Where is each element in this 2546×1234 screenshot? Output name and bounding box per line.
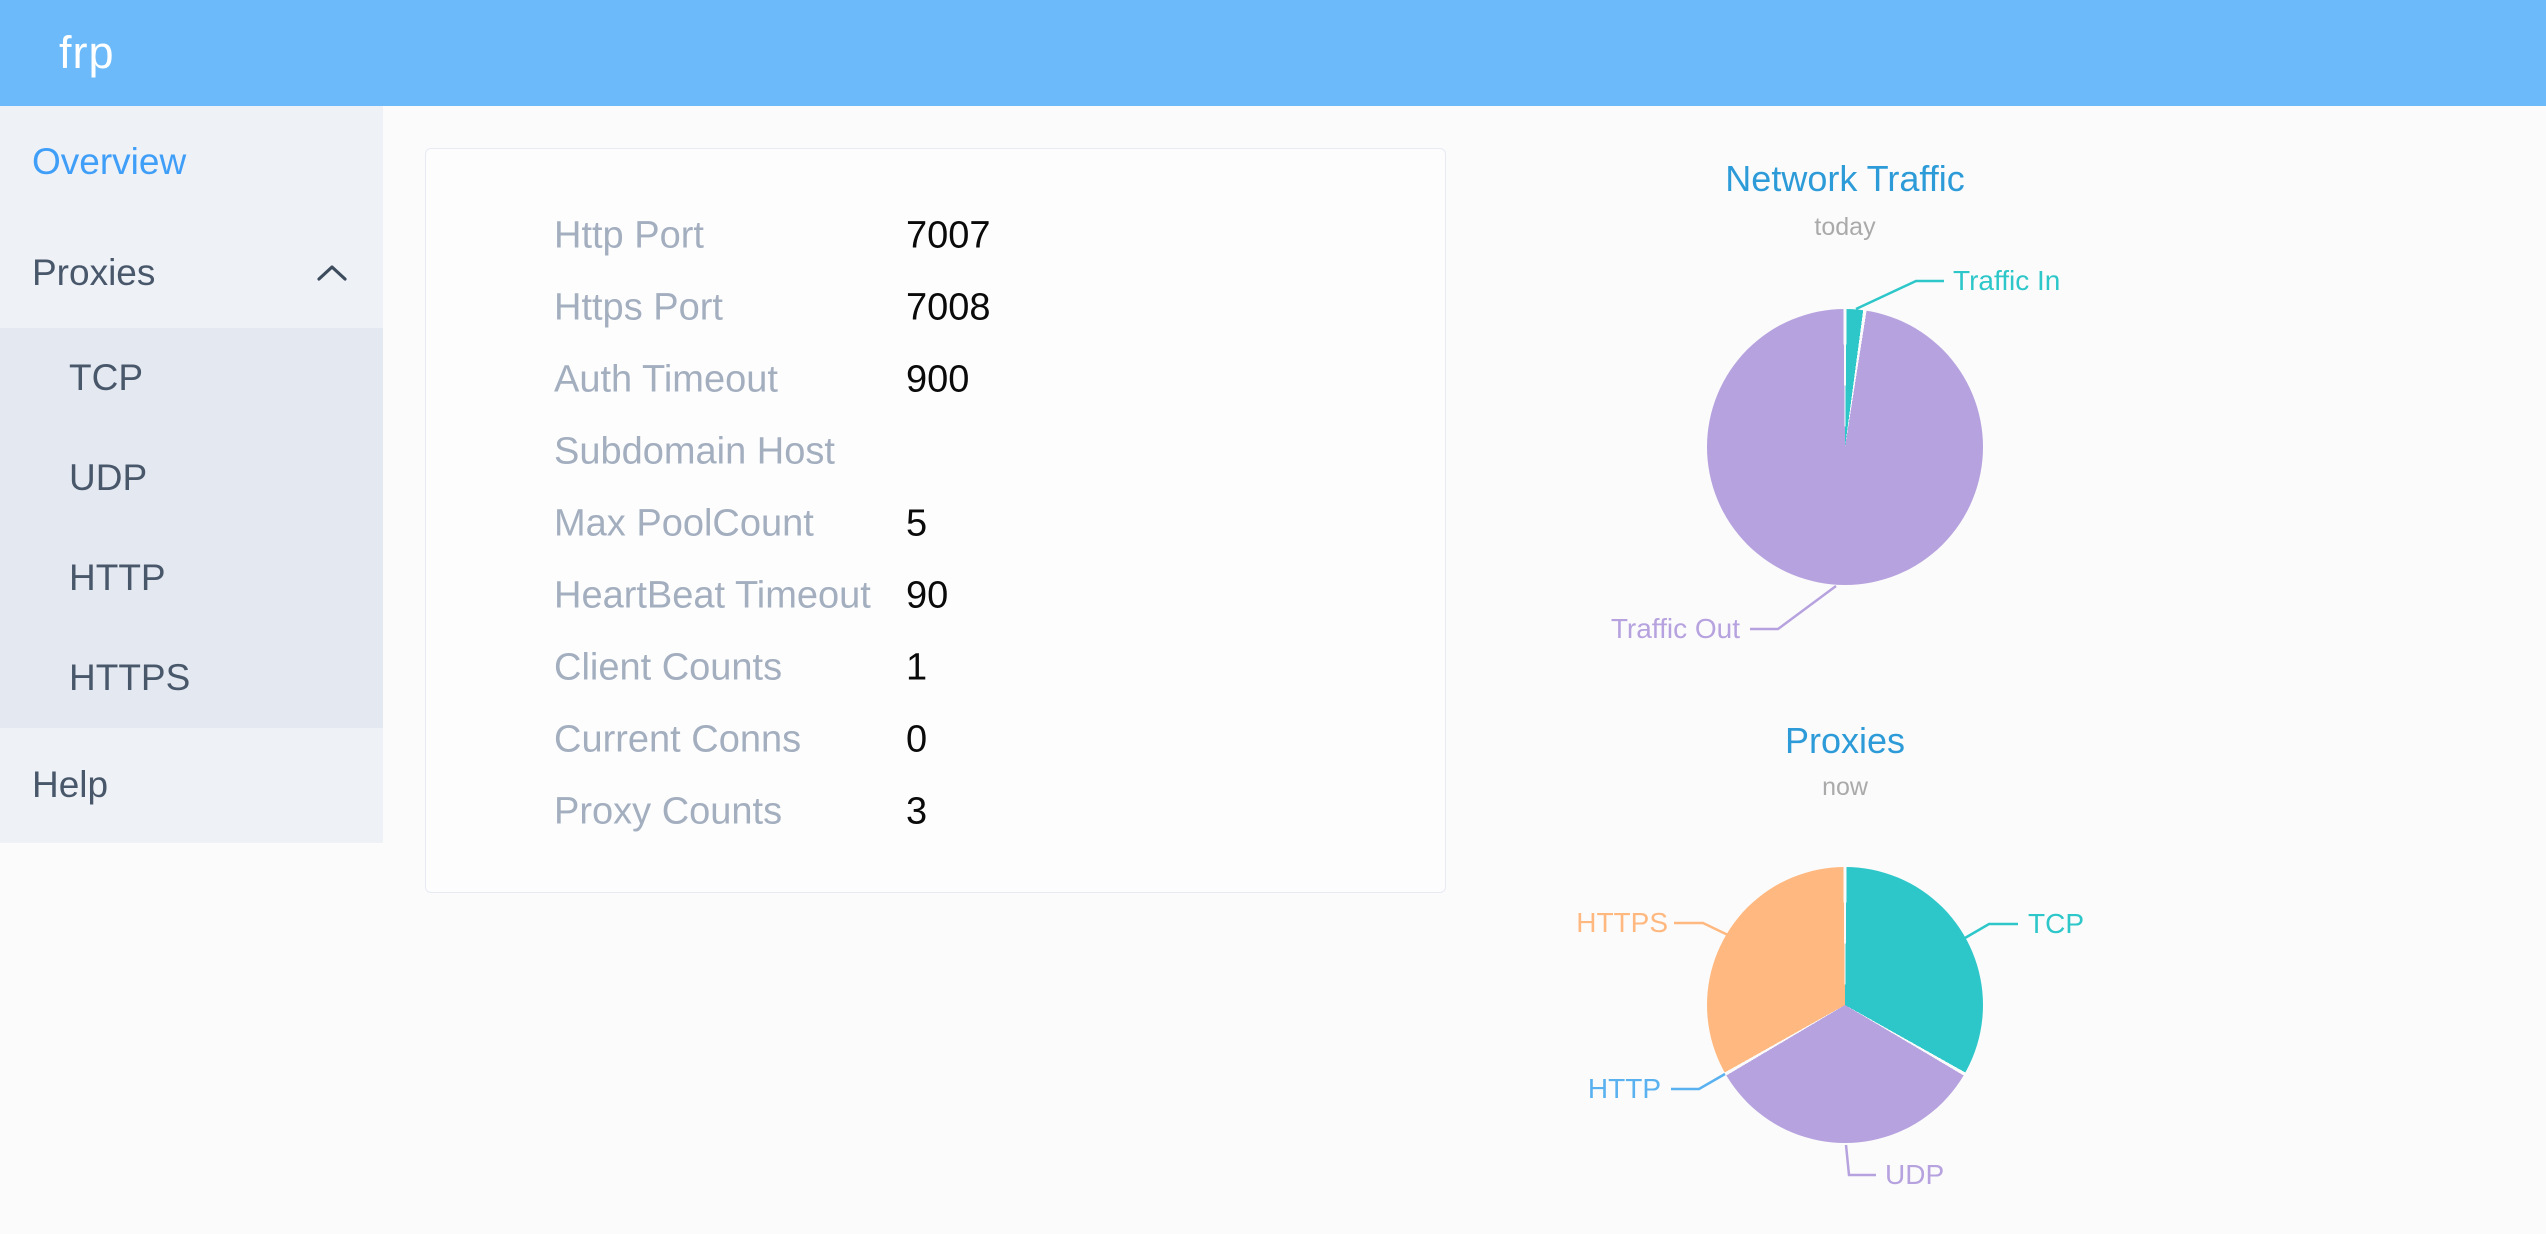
info-value: 1 bbox=[906, 646, 928, 689]
info-value: 900 bbox=[906, 358, 970, 401]
sidebar-item-help-label: Help bbox=[32, 763, 109, 805]
pie-label-http: HTTP bbox=[1587, 1073, 1661, 1104]
sidebar-item-overview[interactable]: Overview bbox=[0, 106, 383, 218]
info-row-max-poolcount: Max PoolCount 5 bbox=[426, 488, 1445, 560]
sidebar-item-proxies[interactable]: Proxies bbox=[0, 218, 383, 328]
sidebar-item-overview-label: Overview bbox=[32, 141, 187, 182]
pie-label-traffic-in: Traffic In bbox=[1953, 265, 2061, 296]
info-row-subdomain-host: Subdomain Host bbox=[426, 416, 1445, 488]
leader-line-traffic-out bbox=[1750, 584, 1837, 631]
info-label: Https Port bbox=[554, 286, 723, 329]
sidebar-subitem-https-label: HTTPS bbox=[69, 657, 191, 698]
info-row-http-port: Http Port 7007 bbox=[426, 200, 1445, 272]
pie-label-udp: UDP bbox=[1885, 1159, 1945, 1190]
sidebar: Overview Proxies TCP UDP HTTP HTTPS Help bbox=[0, 106, 383, 843]
leader-line-https bbox=[1674, 921, 1731, 938]
info-label: HeartBeat Timeout bbox=[554, 574, 871, 617]
info-row-auth-timeout: Auth Timeout 900 bbox=[426, 344, 1445, 416]
sidebar-subitem-tcp-label: TCP bbox=[69, 357, 143, 398]
pie-proxies[interactable] bbox=[1707, 867, 1983, 1143]
chart-title-network-traffic: Network Traffic bbox=[1725, 158, 1965, 199]
info-row-https-port: Https Port 7008 bbox=[426, 272, 1445, 344]
info-value: 0 bbox=[906, 718, 928, 761]
sidebar-subitem-http-label: HTTP bbox=[69, 557, 166, 598]
pie-network-traffic[interactable] bbox=[1707, 309, 1983, 585]
info-label: Current Conns bbox=[554, 718, 802, 761]
info-value: 5 bbox=[906, 502, 928, 545]
chart-subtitle-today: today bbox=[1814, 213, 1876, 241]
info-label: Max PoolCount bbox=[554, 502, 814, 545]
info-label: Proxy Counts bbox=[554, 790, 783, 833]
app-logo: frp bbox=[59, 27, 115, 78]
server-info-rows: Http Port 7007 Https Port 7008 Auth Time… bbox=[426, 200, 1445, 848]
info-label: Client Counts bbox=[554, 646, 783, 689]
info-row-client-counts: Client Counts 1 bbox=[426, 632, 1445, 704]
info-label: Http Port bbox=[554, 214, 704, 257]
info-value: 7007 bbox=[906, 214, 991, 257]
sidebar-subitem-udp[interactable]: UDP bbox=[0, 428, 383, 528]
chart-subtitle-now: now bbox=[1822, 773, 1868, 801]
pie-label-tcp: TCP bbox=[2028, 908, 2084, 939]
chevron-up-icon bbox=[317, 265, 347, 281]
server-info-card: Http Port 7007 Https Port 7008 Auth Time… bbox=[425, 148, 1446, 893]
sidebar-subitem-http[interactable]: HTTP bbox=[0, 528, 383, 628]
leader-line-traffic-in bbox=[1855, 279, 1944, 311]
info-label: Auth Timeout bbox=[554, 358, 778, 401]
info-row-heartbeat-timeout: HeartBeat Timeout 90 bbox=[426, 560, 1445, 632]
leader-line-http bbox=[1671, 1072, 1726, 1091]
sidebar-submenu-proxies: TCP UDP HTTP HTTPS bbox=[0, 328, 383, 728]
sidebar-subitem-https[interactable]: HTTPS bbox=[0, 628, 383, 728]
chart-title-proxies: Proxies bbox=[1784, 720, 1906, 761]
sidebar-subitem-tcp[interactable]: TCP bbox=[0, 328, 383, 428]
pie-label-traffic-out: Traffic Out bbox=[1610, 613, 1740, 644]
info-label: Subdomain Host bbox=[554, 430, 835, 473]
leader-line-tcp bbox=[1964, 922, 2018, 940]
info-value: 90 bbox=[906, 574, 949, 617]
info-value: 3 bbox=[906, 790, 928, 833]
sidebar-item-proxies-label: Proxies bbox=[32, 252, 156, 293]
info-row-proxy-counts: Proxy Counts 3 bbox=[426, 776, 1445, 848]
sidebar-subitem-udp-label: UDP bbox=[69, 457, 148, 498]
sidebar-item-help[interactable]: Help bbox=[0, 728, 383, 841]
leader-line-udp bbox=[1844, 1144, 1876, 1177]
info-row-current-conns: Current Conns 0 bbox=[426, 704, 1445, 776]
info-value: 7008 bbox=[906, 286, 991, 329]
pie-label-https: HTTPS bbox=[1576, 907, 1668, 938]
app-header: frp bbox=[0, 0, 2546, 106]
